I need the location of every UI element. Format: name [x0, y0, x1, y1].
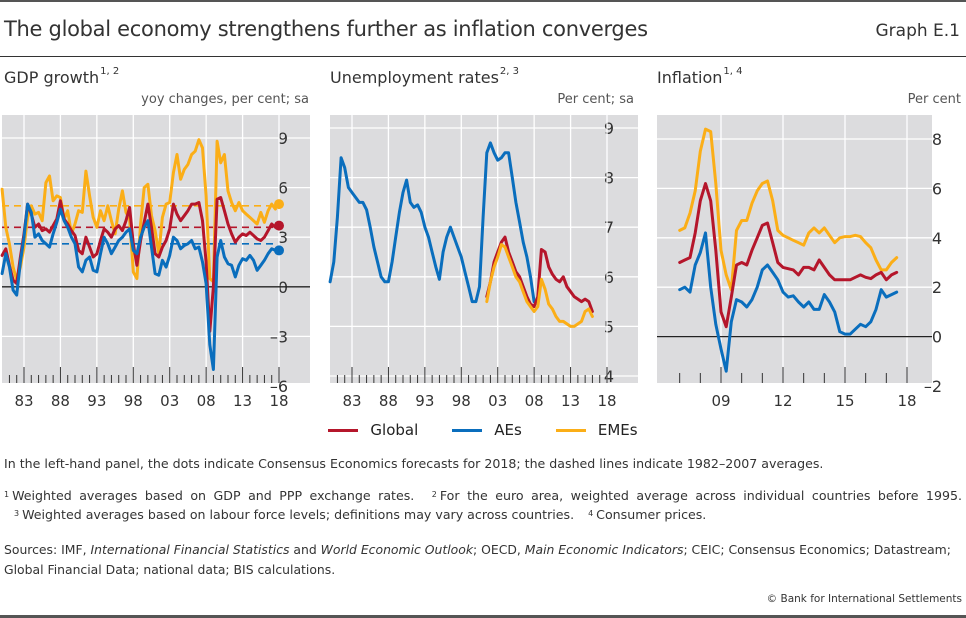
y-tick-label: 5 — [604, 317, 614, 336]
unit-label-gdp: yoy changes, per cent; sa — [141, 92, 309, 107]
y-tick-label: 0 — [932, 328, 942, 347]
unit-label-inflation: Per cent — [907, 92, 961, 107]
x-tick-label: 18 — [269, 392, 288, 410]
x-tick-label: 93 — [415, 392, 434, 410]
x-tick-label: 03 — [160, 392, 179, 410]
y-tick-label: 3 — [278, 228, 288, 247]
footnote-number: 3 — [14, 509, 20, 518]
x-tick-label: 98 — [124, 392, 143, 410]
x-tick-label: 88 — [379, 392, 398, 410]
legend-swatch-emes — [555, 428, 586, 432]
legend-item-emes: EMEs — [555, 421, 638, 439]
y-tick-label: 4 — [604, 367, 614, 386]
panel-title-unemployment: Unemployment rates2, 3 — [330, 66, 519, 87]
x-tick-label: 98 — [452, 392, 471, 410]
y-tick-label: –2 — [924, 377, 942, 396]
x-tick-label: 12 — [773, 392, 792, 410]
top-rule — [0, 0, 966, 2]
footnote-number: 1 — [4, 490, 10, 499]
graph-title: The global economy strengthens further a… — [4, 17, 648, 41]
copyright: © Bank for International Settlements — [766, 593, 962, 605]
unit-label-unemployment: Per cent; sa — [557, 92, 634, 107]
footnote-ref: 2, 3 — [499, 66, 519, 77]
x-tick-label: 15 — [835, 392, 854, 410]
forecast-dot-emes — [274, 199, 284, 210]
forecast-dot-global — [274, 220, 284, 231]
sources-text: World Economic Outlook — [320, 542, 474, 557]
footnote-text: For the euro area, weighted average acro… — [439, 488, 962, 503]
legend-swatch-aes — [452, 428, 483, 432]
x-tick-label: 18 — [897, 392, 916, 410]
footnote-number: 4 — [588, 509, 594, 518]
footnote-text: Weighted averages based on labour force … — [22, 507, 579, 522]
sources-text: ; OECD, — [473, 542, 525, 557]
x-tick-label: 83 — [342, 392, 361, 410]
y-tick-label: 2 — [932, 278, 942, 297]
sources-text: Main Economic Indicators — [524, 542, 684, 557]
panel-title-inflation: Inflation1, 4 — [657, 66, 743, 87]
x-tick-label: 09 — [711, 392, 730, 410]
x-tick-label: 18 — [597, 392, 616, 410]
series-line-emes — [485, 243, 594, 328]
y-tick-label: 6 — [278, 179, 288, 198]
y-tick-label: 4 — [932, 229, 942, 248]
x-tick-label: 83 — [14, 392, 33, 410]
legend-item-aes: AEs — [452, 421, 522, 439]
y-tick-label: 9 — [278, 129, 288, 148]
sources-text: ; CEIC; Consensus Economics; Datastream;… — [4, 542, 951, 577]
footnote-ref: 1, 4 — [723, 66, 743, 77]
footnote-number: 2 — [431, 490, 437, 499]
x-tick-label: 03 — [488, 392, 507, 410]
y-tick-label: 9 — [604, 119, 614, 138]
footnote-text: Weighted averages based on GDP and PPP e… — [12, 488, 422, 503]
sources-text: International Financial Statistics — [90, 542, 290, 557]
series-line-aes — [328, 141, 536, 304]
legend-label: EMEs — [597, 421, 638, 439]
plot-area-unemployment — [330, 115, 638, 383]
x-tick-label: 08 — [525, 392, 544, 410]
plot-area-gdp — [2, 115, 310, 383]
series-line-aes — [678, 231, 899, 373]
legend-item-global: Global — [328, 421, 418, 439]
panel-title-text: Inflation — [657, 68, 723, 87]
sources-text: and — [289, 542, 321, 557]
legend: Global AEs EMEs — [0, 421, 966, 439]
chart-note: In the left-hand panel, the dots indicat… — [4, 456, 824, 471]
y-tick-label: 8 — [932, 130, 942, 149]
title-rule — [0, 56, 966, 57]
plot-area-inflation — [657, 115, 932, 383]
series-line-global — [485, 235, 594, 313]
y-tick-label: 6 — [604, 268, 614, 287]
legend-swatch-global — [328, 428, 359, 432]
series-line-global — [0, 196, 277, 333]
footnote-ref: 1, 2 — [100, 66, 120, 77]
legend-label: AEs — [494, 421, 522, 439]
x-tick-label: 93 — [87, 392, 106, 410]
y-tick-label: –6 — [270, 377, 288, 396]
y-tick-label: 8 — [604, 169, 614, 188]
y-tick-label: 6 — [932, 179, 942, 198]
panel-title-gdp: GDP growth1, 2 — [4, 66, 120, 87]
legend-label: Global — [370, 421, 419, 439]
footnote-text: Consumer prices. — [596, 507, 707, 522]
y-tick-label: 7 — [604, 218, 614, 237]
x-tick-label: 13 — [233, 392, 252, 410]
sources: Sources: IMF, International Financial St… — [4, 540, 964, 580]
bottom-rule — [0, 615, 966, 618]
panel-title-text: GDP growth — [4, 68, 100, 87]
x-tick-label: 13 — [561, 392, 580, 410]
forecast-dot-aes — [274, 245, 284, 256]
sources-text: Sources: IMF, — [4, 542, 91, 557]
x-tick-label: 08 — [197, 392, 216, 410]
x-tick-label: 88 — [51, 392, 70, 410]
footnotes: 1 Weighted averages based on GDP and PPP … — [4, 486, 962, 524]
series-line-aes — [0, 202, 277, 371]
graph-id: Graph E.1 — [875, 21, 960, 41]
panel-title-text: Unemployment rates — [330, 68, 499, 87]
series-line-emes — [678, 127, 899, 292]
series-line-global — [678, 182, 899, 329]
